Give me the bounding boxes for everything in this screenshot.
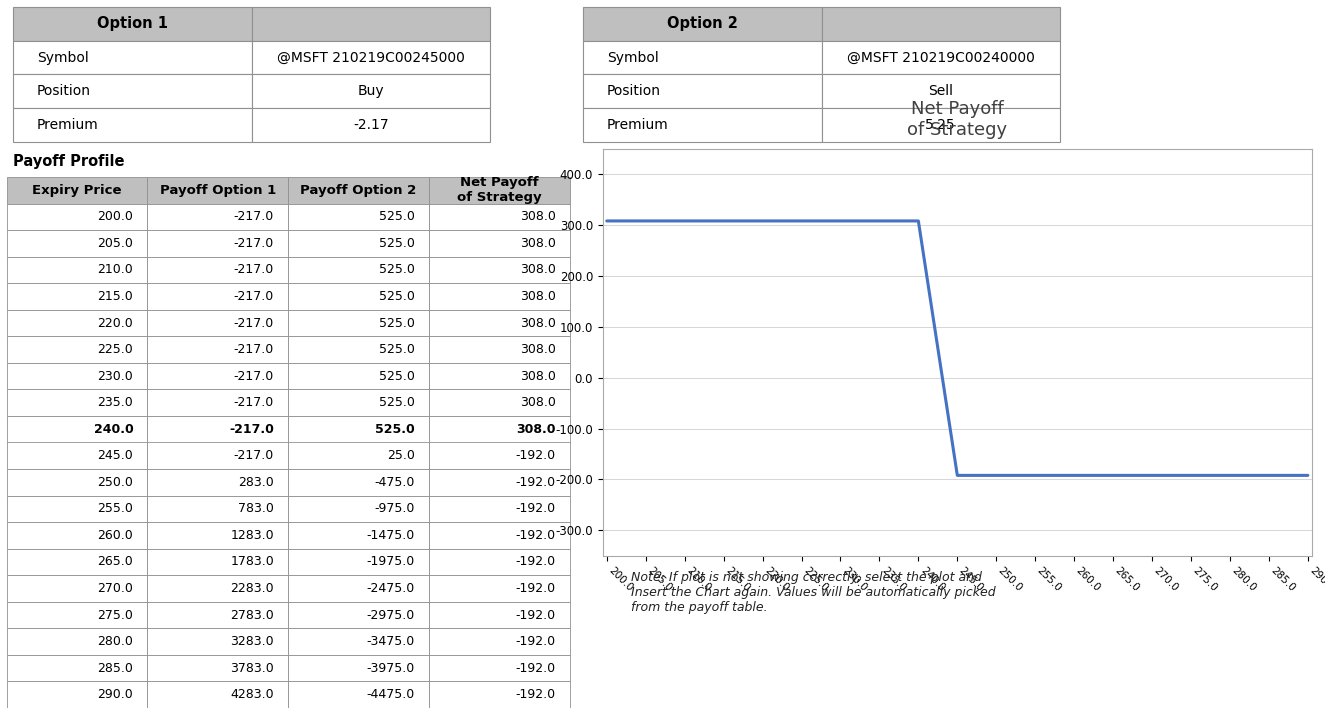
Text: Note: If plot is not showing correctly, select the plot and
Insert the Chart aga: Note: If plot is not showing correctly, … <box>631 571 996 615</box>
Title: Net Payoff
of Strategy: Net Payoff of Strategy <box>908 100 1007 139</box>
Text: Payoff Profile: Payoff Profile <box>13 154 125 169</box>
